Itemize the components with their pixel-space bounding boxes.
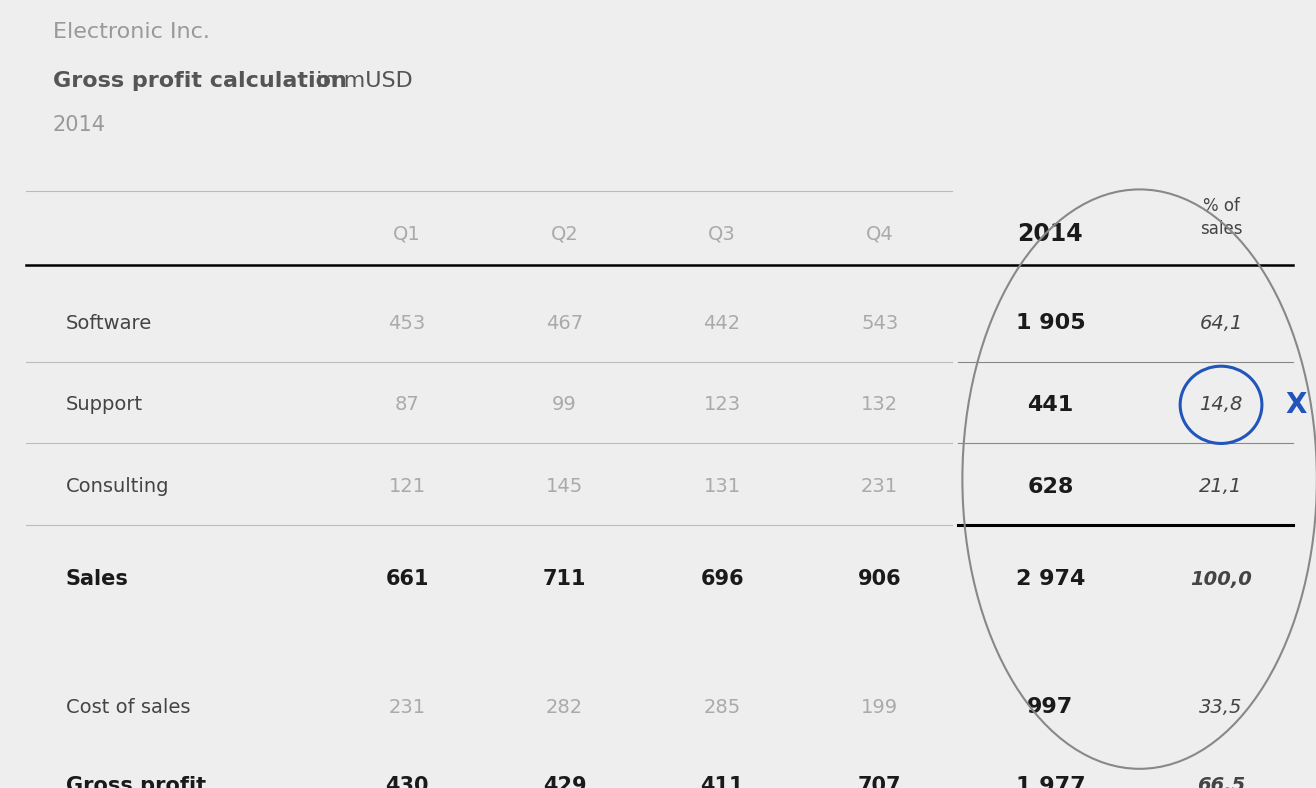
Text: 285: 285 [704,697,741,716]
Text: 99: 99 [553,396,576,414]
Text: 199: 199 [861,697,899,716]
Text: 87: 87 [395,396,420,414]
Text: 231: 231 [388,697,425,716]
Text: Software: Software [66,314,151,333]
Text: 14,8: 14,8 [1199,396,1242,414]
Text: 2014: 2014 [1017,222,1083,246]
Text: 711: 711 [542,570,587,589]
Text: Cost of sales: Cost of sales [66,697,190,716]
Text: 132: 132 [861,396,899,414]
Text: 442: 442 [704,314,741,333]
Text: Q1: Q1 [393,225,421,243]
Text: Electronic Inc.: Electronic Inc. [53,22,209,43]
Text: 441: 441 [1028,395,1074,414]
Text: 453: 453 [388,314,425,333]
Text: 123: 123 [704,396,741,414]
Text: 100,0: 100,0 [1190,570,1252,589]
Text: 628: 628 [1028,477,1074,496]
Text: 282: 282 [546,697,583,716]
Text: Support: Support [66,396,142,414]
Text: % of
sales: % of sales [1200,197,1242,239]
Text: 429: 429 [542,776,587,788]
Text: Q3: Q3 [708,225,736,243]
Text: Gross profit calculation: Gross profit calculation [53,71,346,91]
Text: 2014: 2014 [53,115,105,135]
Text: 131: 131 [704,477,741,496]
Text: 696: 696 [700,570,744,589]
Text: 145: 145 [546,477,583,496]
Text: 2 974: 2 974 [1016,570,1084,589]
Text: 661: 661 [386,570,429,589]
Text: in mUSD: in mUSD [308,71,412,91]
Text: Consulting: Consulting [66,477,170,496]
Text: Q2: Q2 [550,225,579,243]
Text: 707: 707 [858,776,901,788]
Text: 21,1: 21,1 [1199,477,1242,496]
Text: X: X [1286,391,1307,419]
Text: Sales: Sales [66,570,129,589]
Text: 997: 997 [1028,697,1074,717]
Text: 411: 411 [700,776,744,788]
Text: 121: 121 [388,477,425,496]
Text: 543: 543 [861,314,899,333]
Text: 64,1: 64,1 [1199,314,1242,333]
Text: 231: 231 [861,477,899,496]
Text: 66,5: 66,5 [1198,776,1245,788]
Text: 906: 906 [858,570,901,589]
Text: 1 977: 1 977 [1016,776,1086,788]
Text: 467: 467 [546,314,583,333]
Text: Gross profit: Gross profit [66,776,205,788]
Text: 1 905: 1 905 [1016,313,1086,333]
Text: 33,5: 33,5 [1199,697,1242,716]
Text: 430: 430 [386,776,429,788]
Text: Q4: Q4 [866,225,894,243]
